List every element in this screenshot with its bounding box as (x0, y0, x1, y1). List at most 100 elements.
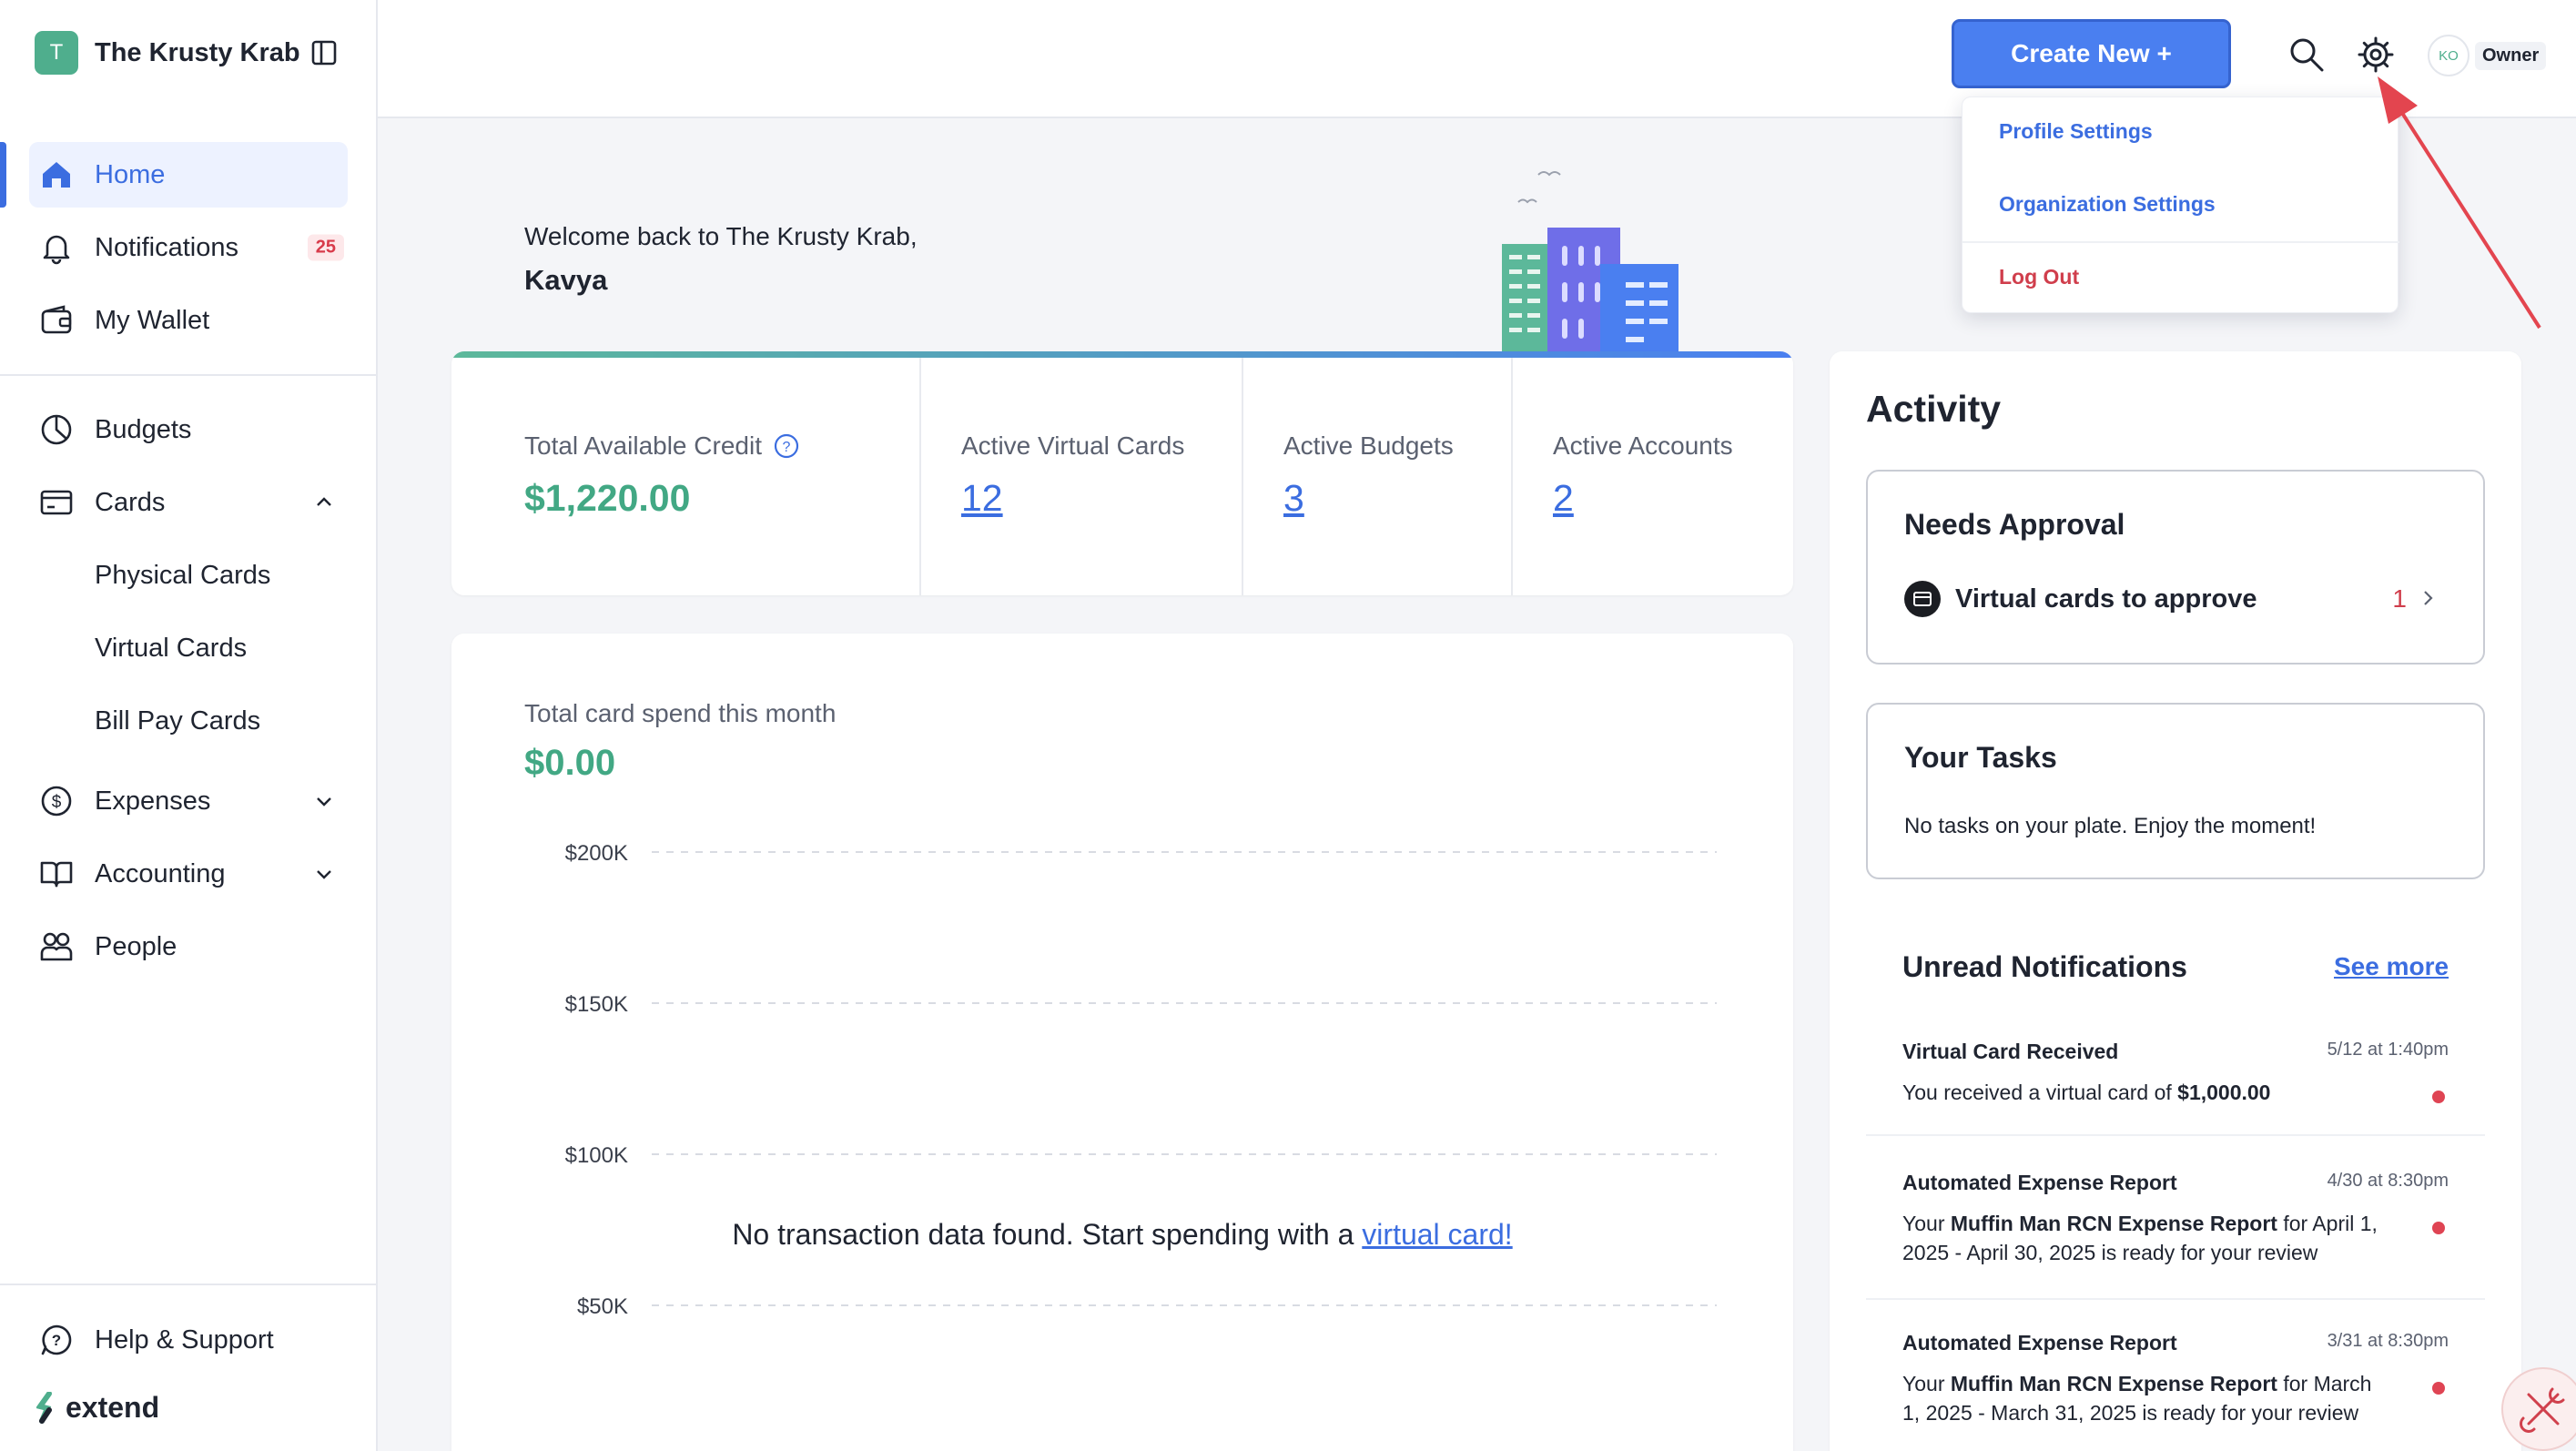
notification-time: 5/12 at 1:40pm (2327, 1040, 2449, 1060)
sidebar-toggle-icon[interactable] (309, 38, 339, 67)
stat-divider (1242, 358, 1243, 595)
needs-approval-card: Needs Approval Virtual cards to approve … (1866, 470, 2485, 665)
y-tick-label: $200K (565, 841, 628, 866)
approval-count: 1 (2392, 584, 2407, 613)
virtual-card-link[interactable]: virtual card! (1362, 1218, 1513, 1251)
chevron-up-icon[interactable] (313, 492, 335, 513)
spend-label: Total card spend this month (524, 699, 837, 727)
your-tasks-card: Your Tasks No tasks on your plate. Enjoy… (1866, 703, 2485, 879)
brand-name: extend (66, 1391, 160, 1424)
notification-item[interactable]: Automated Expense Report 4/30 at 8:30pm … (1866, 1171, 2485, 1316)
profile-settings-item[interactable]: Profile Settings (1999, 119, 2153, 143)
unread-notifications-title: Unread Notifications (1902, 950, 2187, 983)
notification-title: Automated Expense Report (1902, 1171, 2177, 1194)
sidebar-subitem-bill-pay-cards[interactable]: Bill Pay Cards (95, 706, 261, 736)
card-icon (38, 484, 75, 521)
sidebar-divider (0, 1284, 376, 1285)
notification-item[interactable]: Automated Expense Report 3/31 at 8:30pm … (1866, 1331, 2485, 1449)
chevron-down-icon[interactable] (313, 790, 335, 812)
home-icon (38, 157, 75, 193)
sidebar-item-expenses[interactable]: $ Expenses (29, 768, 348, 834)
stat-active-budgets: Active Budgets 3 (1243, 351, 1511, 595)
sidebar-subitem-physical-cards[interactable]: Physical Cards (95, 561, 271, 590)
stat-divider (1511, 358, 1513, 595)
notification-title: Virtual Card Received (1902, 1040, 2119, 1063)
spend-chart: $200K $150K $100K $50K (565, 841, 1717, 1319)
tools-fab[interactable] (2501, 1367, 2576, 1451)
budget-icon (38, 411, 75, 448)
see-more-link[interactable]: See more (2334, 952, 2449, 980)
settings-dropdown: Profile Settings Organization Settings L… (1962, 96, 2399, 313)
notification-body: Your Muffin Man RCN Expense Report for M… (1902, 1372, 2372, 1425)
extend-logo-icon (36, 1391, 52, 1424)
spend-value: $0.00 (524, 743, 616, 783)
org-switcher[interactable]: T The Krusty Krab (35, 29, 300, 76)
create-new-button[interactable]: Create New + (1952, 19, 2231, 88)
y-tick-label: $50K (577, 1294, 628, 1319)
notification-item[interactable]: Virtual Card Received 5/12 at 1:40pm You… (1866, 1040, 2485, 1158)
active-indicator (0, 142, 6, 208)
y-tick-label: $100K (565, 1143, 628, 1168)
avatar[interactable]: KO (2428, 35, 2470, 76)
stat-label: Active Budgets (1283, 431, 1454, 460)
info-icon[interactable]: ? (773, 432, 800, 460)
dropdown-divider (1962, 241, 2399, 243)
activity-title: Activity (1866, 388, 2002, 430)
sidebar-item-cards[interactable]: Cards (29, 470, 348, 535)
sidebar-item-accounting[interactable]: Accounting (29, 841, 348, 907)
stat-value-link[interactable]: 12 (961, 477, 1003, 519)
stat-value-link[interactable]: 3 (1283, 477, 1304, 519)
sidebar-subitem-virtual-cards[interactable]: Virtual Cards (95, 634, 248, 663)
log-out-item[interactable]: Log Out (1999, 265, 2080, 289)
welcome-message: Welcome back to The Krusty Krab, (524, 222, 918, 250)
approval-row[interactable]: Virtual cards to approve 1 (1904, 579, 2450, 619)
stat-total-credit: Total Available Credit ? $1,220.00 (451, 351, 919, 595)
brand-logo: extend (36, 1391, 159, 1425)
sidebar-item-label: Accounting (95, 858, 226, 888)
stat-label: Active Virtual Cards (961, 431, 1185, 460)
empty-state-message: No transaction data found. Start spendin… (451, 1218, 1793, 1252)
sidebar-item-home[interactable]: Home (29, 142, 348, 208)
sidebar-item-label: Help & Support (95, 1324, 274, 1355)
needs-approval-title: Needs Approval (1904, 508, 2125, 541)
chevron-down-icon[interactable] (313, 863, 335, 885)
notification-count-badge: 25 (307, 234, 344, 261)
organization-settings-item[interactable]: Organization Settings (1999, 192, 2216, 216)
stats-card: Total Available Credit ? $1,220.00 Activ… (451, 351, 1793, 595)
org-name: The Krusty Krab (95, 37, 300, 67)
notification-body: You received a virtual card of $1,000.00 (1902, 1081, 2271, 1104)
sidebar-item-my-wallet[interactable]: My Wallet (29, 288, 348, 353)
unread-dot (2432, 1091, 2445, 1103)
sidebar-item-notifications[interactable]: Notifications 25 (29, 215, 348, 280)
approval-label: Virtual cards to approve (1955, 583, 2257, 614)
role-badge: Owner (2475, 42, 2547, 70)
stat-value-link[interactable]: 2 (1553, 477, 1574, 519)
sidebar-item-people[interactable]: People (29, 914, 348, 979)
building-illustration (1493, 164, 1693, 355)
annotation-arrow (2367, 73, 2549, 337)
spend-card: Total card spend this month $0.00 $200K $… (451, 634, 1793, 1451)
sidebar-item-help[interactable]: ? Help & Support (29, 1307, 348, 1373)
dollar-circle-icon: $ (38, 783, 75, 819)
sidebar-item-budgets[interactable]: Budgets (29, 397, 348, 462)
sidebar: T The Krusty Krab Home Notifications 25 … (0, 0, 378, 1451)
book-icon (38, 856, 75, 892)
welcome-user-name: Kavya (524, 264, 608, 296)
sidebar-item-label: Cards (95, 487, 166, 517)
stats-accent-bar (451, 351, 1793, 358)
sidebar-divider (0, 374, 376, 376)
search-icon[interactable] (2287, 35, 2327, 75)
stat-active-virtual-cards: Active Virtual Cards 12 (921, 351, 1242, 595)
gear-icon[interactable] (2356, 35, 2396, 75)
stat-label: Active Accounts (1553, 431, 1733, 460)
stat-divider (919, 358, 921, 595)
unread-dot (2432, 1382, 2445, 1395)
notification-body: Your Muffin Man RCN Expense Report for A… (1902, 1212, 2378, 1264)
y-tick-label: $150K (565, 992, 628, 1017)
sidebar-item-label: Home (95, 159, 166, 189)
chevron-right-icon (2418, 588, 2438, 608)
card-icon (1904, 581, 1941, 617)
notification-time: 4/30 at 8:30pm (2327, 1171, 2449, 1191)
svg-text:?: ? (783, 440, 791, 455)
notification-divider (1866, 1298, 2485, 1300)
